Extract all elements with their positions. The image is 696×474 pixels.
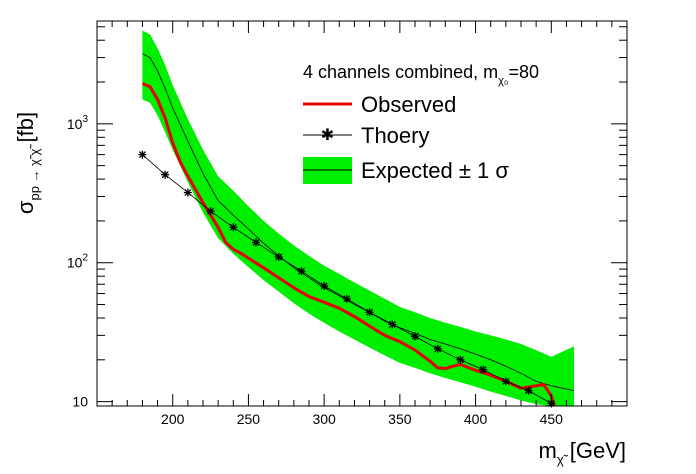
- theory-point: [274, 252, 283, 261]
- y-tick-label: 10: [72, 394, 88, 410]
- theory-point: [524, 386, 533, 395]
- theory-point-stroke: [138, 151, 146, 159]
- legend-theory-marker: ✱: [321, 127, 334, 144]
- theory-point-stroke: [161, 171, 169, 179]
- theory-point-stroke: [525, 387, 533, 395]
- x-axis-title-main: m: [538, 438, 556, 463]
- y-axis-title-unit: [fb]: [13, 112, 38, 149]
- theory-point: [252, 238, 260, 247]
- theory-point: [456, 355, 465, 364]
- x-tick-label: 200: [161, 411, 185, 427]
- x-tick-label: 450: [540, 411, 564, 427]
- theory-point: [479, 365, 488, 374]
- theory-point: [342, 294, 351, 303]
- legend-expected-label: Expected ± 1 σ: [361, 158, 509, 183]
- y-tick-label-base: 10: [67, 255, 83, 271]
- legend-observed-label: Observed: [361, 92, 456, 117]
- theory-point: [433, 344, 442, 353]
- theory-point: [388, 320, 397, 329]
- theory-point: [297, 267, 306, 276]
- theory-point-stroke: [479, 366, 487, 374]
- theory-point: [206, 207, 215, 216]
- x-tick-label: 250: [237, 411, 261, 427]
- plot-content: [138, 30, 575, 408]
- theory-point-stroke: [434, 345, 442, 353]
- y-axis-title: σpp → χ̃ χ̃ [fb]: [13, 112, 42, 214]
- observed-line: [141, 82, 556, 406]
- legend-title-main: 4 channels combined, m: [303, 62, 498, 82]
- theory-point-stroke: [207, 207, 215, 215]
- theory-point-stroke: [297, 267, 305, 275]
- expected-band: [142, 30, 574, 406]
- theory-point-stroke: [388, 320, 396, 328]
- theory-point: [365, 308, 374, 317]
- theory-point-stroke: [366, 308, 374, 316]
- legend-theory-label: Thoery: [361, 123, 429, 148]
- y-tick-label: 103: [67, 114, 89, 132]
- theory-point: [320, 281, 329, 290]
- plot-frame: [96, 20, 628, 407]
- y-tick-label: 102: [67, 253, 89, 271]
- y-tick-label-exponent: 2: [82, 253, 88, 264]
- x-tick-label: 350: [388, 411, 412, 427]
- y-axis-title-sub: pp → χ̃ χ̃: [27, 144, 42, 201]
- theory-point-stroke: [320, 282, 328, 290]
- y-tick-label-base: 10: [67, 116, 83, 132]
- legend-title-tail: =80: [508, 62, 539, 82]
- x-axis-ticks: 200 250 300 350 400 450: [111, 21, 613, 427]
- theory-point-stroke: [411, 332, 419, 340]
- theory-point: [138, 150, 147, 159]
- x-tick-label: 400: [464, 411, 488, 427]
- x-axis-title-unit: [GeV]: [564, 438, 626, 463]
- theory-point-stroke: [343, 295, 351, 303]
- theory-point: [501, 377, 510, 386]
- legend: 4 channels combined, mχ₀=80 Observed ✱ T…: [303, 62, 539, 184]
- x-axis-title: mχ̃ [GeV]: [538, 438, 626, 467]
- theory-point-stroke: [184, 189, 192, 197]
- theory-point-stroke: [229, 223, 237, 231]
- y-tick-label-exponent: 3: [82, 114, 88, 125]
- y-tick-label-base: 10: [72, 394, 88, 410]
- theory-point: [229, 223, 238, 232]
- x-tick-label: 300: [312, 411, 336, 427]
- theory-point: [411, 332, 419, 341]
- legend-title: 4 channels combined, mχ₀=80: [303, 62, 539, 87]
- legend-title-sub: χ₀: [498, 75, 508, 87]
- theory-point-stroke: [502, 377, 510, 385]
- theory-point-stroke: [456, 356, 464, 364]
- expected-line: [142, 53, 575, 391]
- x-axis-title-sub: χ̃: [557, 452, 569, 467]
- theory-point-stroke: [252, 238, 260, 246]
- theory-point: [183, 188, 192, 197]
- theory-point: [161, 170, 170, 179]
- y-axis-title-main: σ: [13, 200, 38, 214]
- theory-point-stroke: [275, 253, 283, 261]
